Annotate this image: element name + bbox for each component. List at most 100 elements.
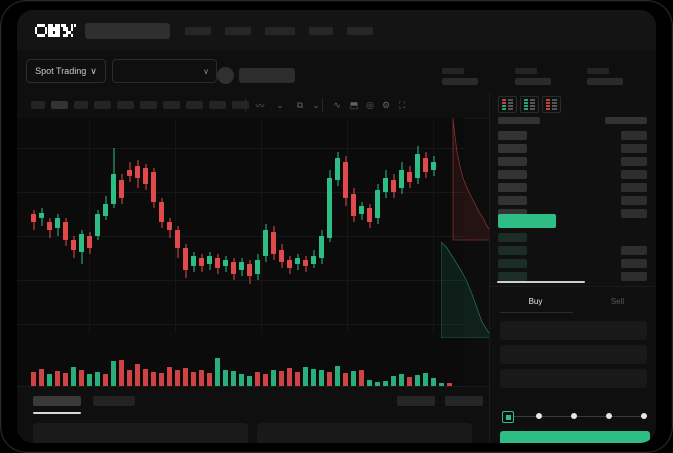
slider-node-50[interactable]	[571, 413, 577, 419]
slider-node-100[interactable]	[641, 413, 647, 419]
bottom-tab-1[interactable]	[33, 396, 81, 406]
volume-bar	[111, 361, 116, 386]
ask-row-price[interactable]	[498, 131, 527, 140]
order-total-field[interactable]	[500, 369, 647, 388]
camera-icon[interactable]: ◎	[366, 99, 374, 110]
nav-item-3[interactable]	[265, 27, 295, 35]
candle-body	[143, 168, 148, 184]
bid-row-size[interactable]	[621, 259, 647, 268]
volume-bar	[303, 367, 308, 386]
bid-row-price[interactable]	[498, 233, 527, 242]
tab-divider	[500, 312, 573, 313]
volume-bar	[359, 370, 364, 386]
timeframe-10[interactable]	[232, 101, 249, 109]
gridline-h	[17, 236, 465, 237]
volume-bar	[247, 376, 252, 386]
chevron-down-icon[interactable]: ⌄	[312, 99, 320, 110]
trading-pair-select[interactable]: ∨	[112, 59, 217, 83]
nav-item-2[interactable]	[225, 27, 251, 35]
slider-node-25[interactable]	[536, 413, 542, 419]
candle-body	[55, 218, 60, 228]
timeframe-7[interactable]	[163, 101, 180, 109]
eraser-icon[interactable]: ⬒	[349, 99, 359, 110]
ask-row-price[interactable]	[498, 196, 527, 205]
timeframe-9[interactable]	[209, 101, 226, 109]
candle-body	[95, 214, 100, 236]
depth-chart-overlay	[441, 118, 495, 338]
orderbook-view-both[interactable]	[498, 96, 517, 113]
timeframe-5[interactable]	[117, 101, 134, 109]
search-input[interactable]	[85, 23, 170, 39]
candle-body	[367, 208, 372, 222]
volume-bar	[103, 374, 108, 386]
candle	[415, 118, 420, 333]
timeframe-2[interactable]	[51, 101, 68, 109]
candle-body	[351, 194, 356, 216]
slider-node-75[interactable]	[606, 413, 612, 419]
nav-item-5[interactable]	[347, 27, 373, 35]
timeframe-4[interactable]	[94, 101, 111, 109]
volume-bar	[343, 373, 348, 386]
candle-body	[383, 178, 388, 192]
candle	[423, 118, 428, 333]
order-book-scrollbar[interactable]	[497, 281, 585, 283]
bid-row-price[interactable]	[498, 272, 527, 281]
ask-row-size[interactable]	[621, 196, 647, 205]
ask-row-size[interactable]	[621, 170, 647, 179]
ask-row-size[interactable]	[621, 183, 647, 192]
tab-sell[interactable]: Sell	[610, 297, 625, 306]
volume-bar	[87, 374, 92, 386]
okx-logo[interactable]	[32, 24, 76, 38]
order-price-field[interactable]	[500, 321, 647, 340]
spread-price-highlight	[498, 214, 556, 228]
indicator-icon[interactable]: 〰	[255, 100, 265, 111]
volume-bar	[31, 372, 36, 386]
stat-change-label	[515, 68, 537, 74]
ask-row-price[interactable]	[498, 157, 527, 166]
fullscreen-icon[interactable]: ⛶	[398, 99, 406, 110]
trendline-icon[interactable]: ∿	[333, 99, 341, 110]
bottom-action-1[interactable]	[397, 396, 435, 406]
candlestick-chart[interactable]	[17, 118, 465, 386]
tab-buy[interactable]: Buy	[528, 297, 543, 306]
bid-row-size[interactable]	[621, 246, 647, 255]
ask-row-size[interactable]	[621, 157, 647, 166]
bid-row-price[interactable]	[498, 246, 527, 255]
bottom-action-2[interactable]	[445, 396, 483, 406]
ask-row-size[interactable]	[621, 131, 647, 140]
candle	[143, 118, 148, 333]
volume-bar	[47, 374, 52, 386]
ask-row-size[interactable]	[621, 209, 647, 218]
submit-buy-button[interactable]	[500, 431, 650, 443]
candle-body	[223, 260, 228, 266]
volume-bar	[231, 371, 236, 386]
orderbook-view-asks[interactable]	[542, 96, 561, 113]
timeframe-6[interactable]	[140, 101, 157, 109]
ask-row-size[interactable]	[621, 144, 647, 153]
nav-item-1[interactable]	[185, 27, 211, 35]
ask-row-price[interactable]	[498, 144, 527, 153]
nav-item-4[interactable]	[309, 27, 333, 35]
timeframe-8[interactable]	[186, 101, 203, 109]
template-icon[interactable]: ⧉	[296, 99, 304, 110]
timeframe-3[interactable]	[74, 101, 88, 109]
volume-bar	[439, 383, 444, 386]
timeframe-1[interactable]	[31, 101, 45, 109]
slider-handle[interactable]	[502, 411, 514, 423]
ask-row-price[interactable]	[498, 170, 527, 179]
bid-row-price[interactable]	[498, 259, 527, 268]
candle	[311, 118, 316, 333]
volume-bar	[127, 370, 132, 386]
volume-bar	[255, 372, 260, 386]
orderbook-view-bids[interactable]	[520, 96, 539, 113]
spot-trading-selector[interactable]: Spot Trading ∨	[26, 59, 106, 83]
compare-icon[interactable]: ⌄	[276, 99, 284, 110]
bid-row-size[interactable]	[621, 272, 647, 281]
ask-row-price[interactable]	[498, 209, 527, 218]
settings-icon[interactable]: ⚙	[381, 99, 391, 110]
app-screen: Spot Trading ∨ ∨ 〰 ⌄ ⧉ ⌄ ∿ ⬒ ◎ ⚙ ⛶	[17, 10, 656, 443]
order-amount-field[interactable]	[500, 345, 647, 364]
ask-row-price[interactable]	[498, 183, 527, 192]
bottom-tab-2[interactable]	[93, 396, 135, 406]
volume-bar	[223, 370, 228, 386]
